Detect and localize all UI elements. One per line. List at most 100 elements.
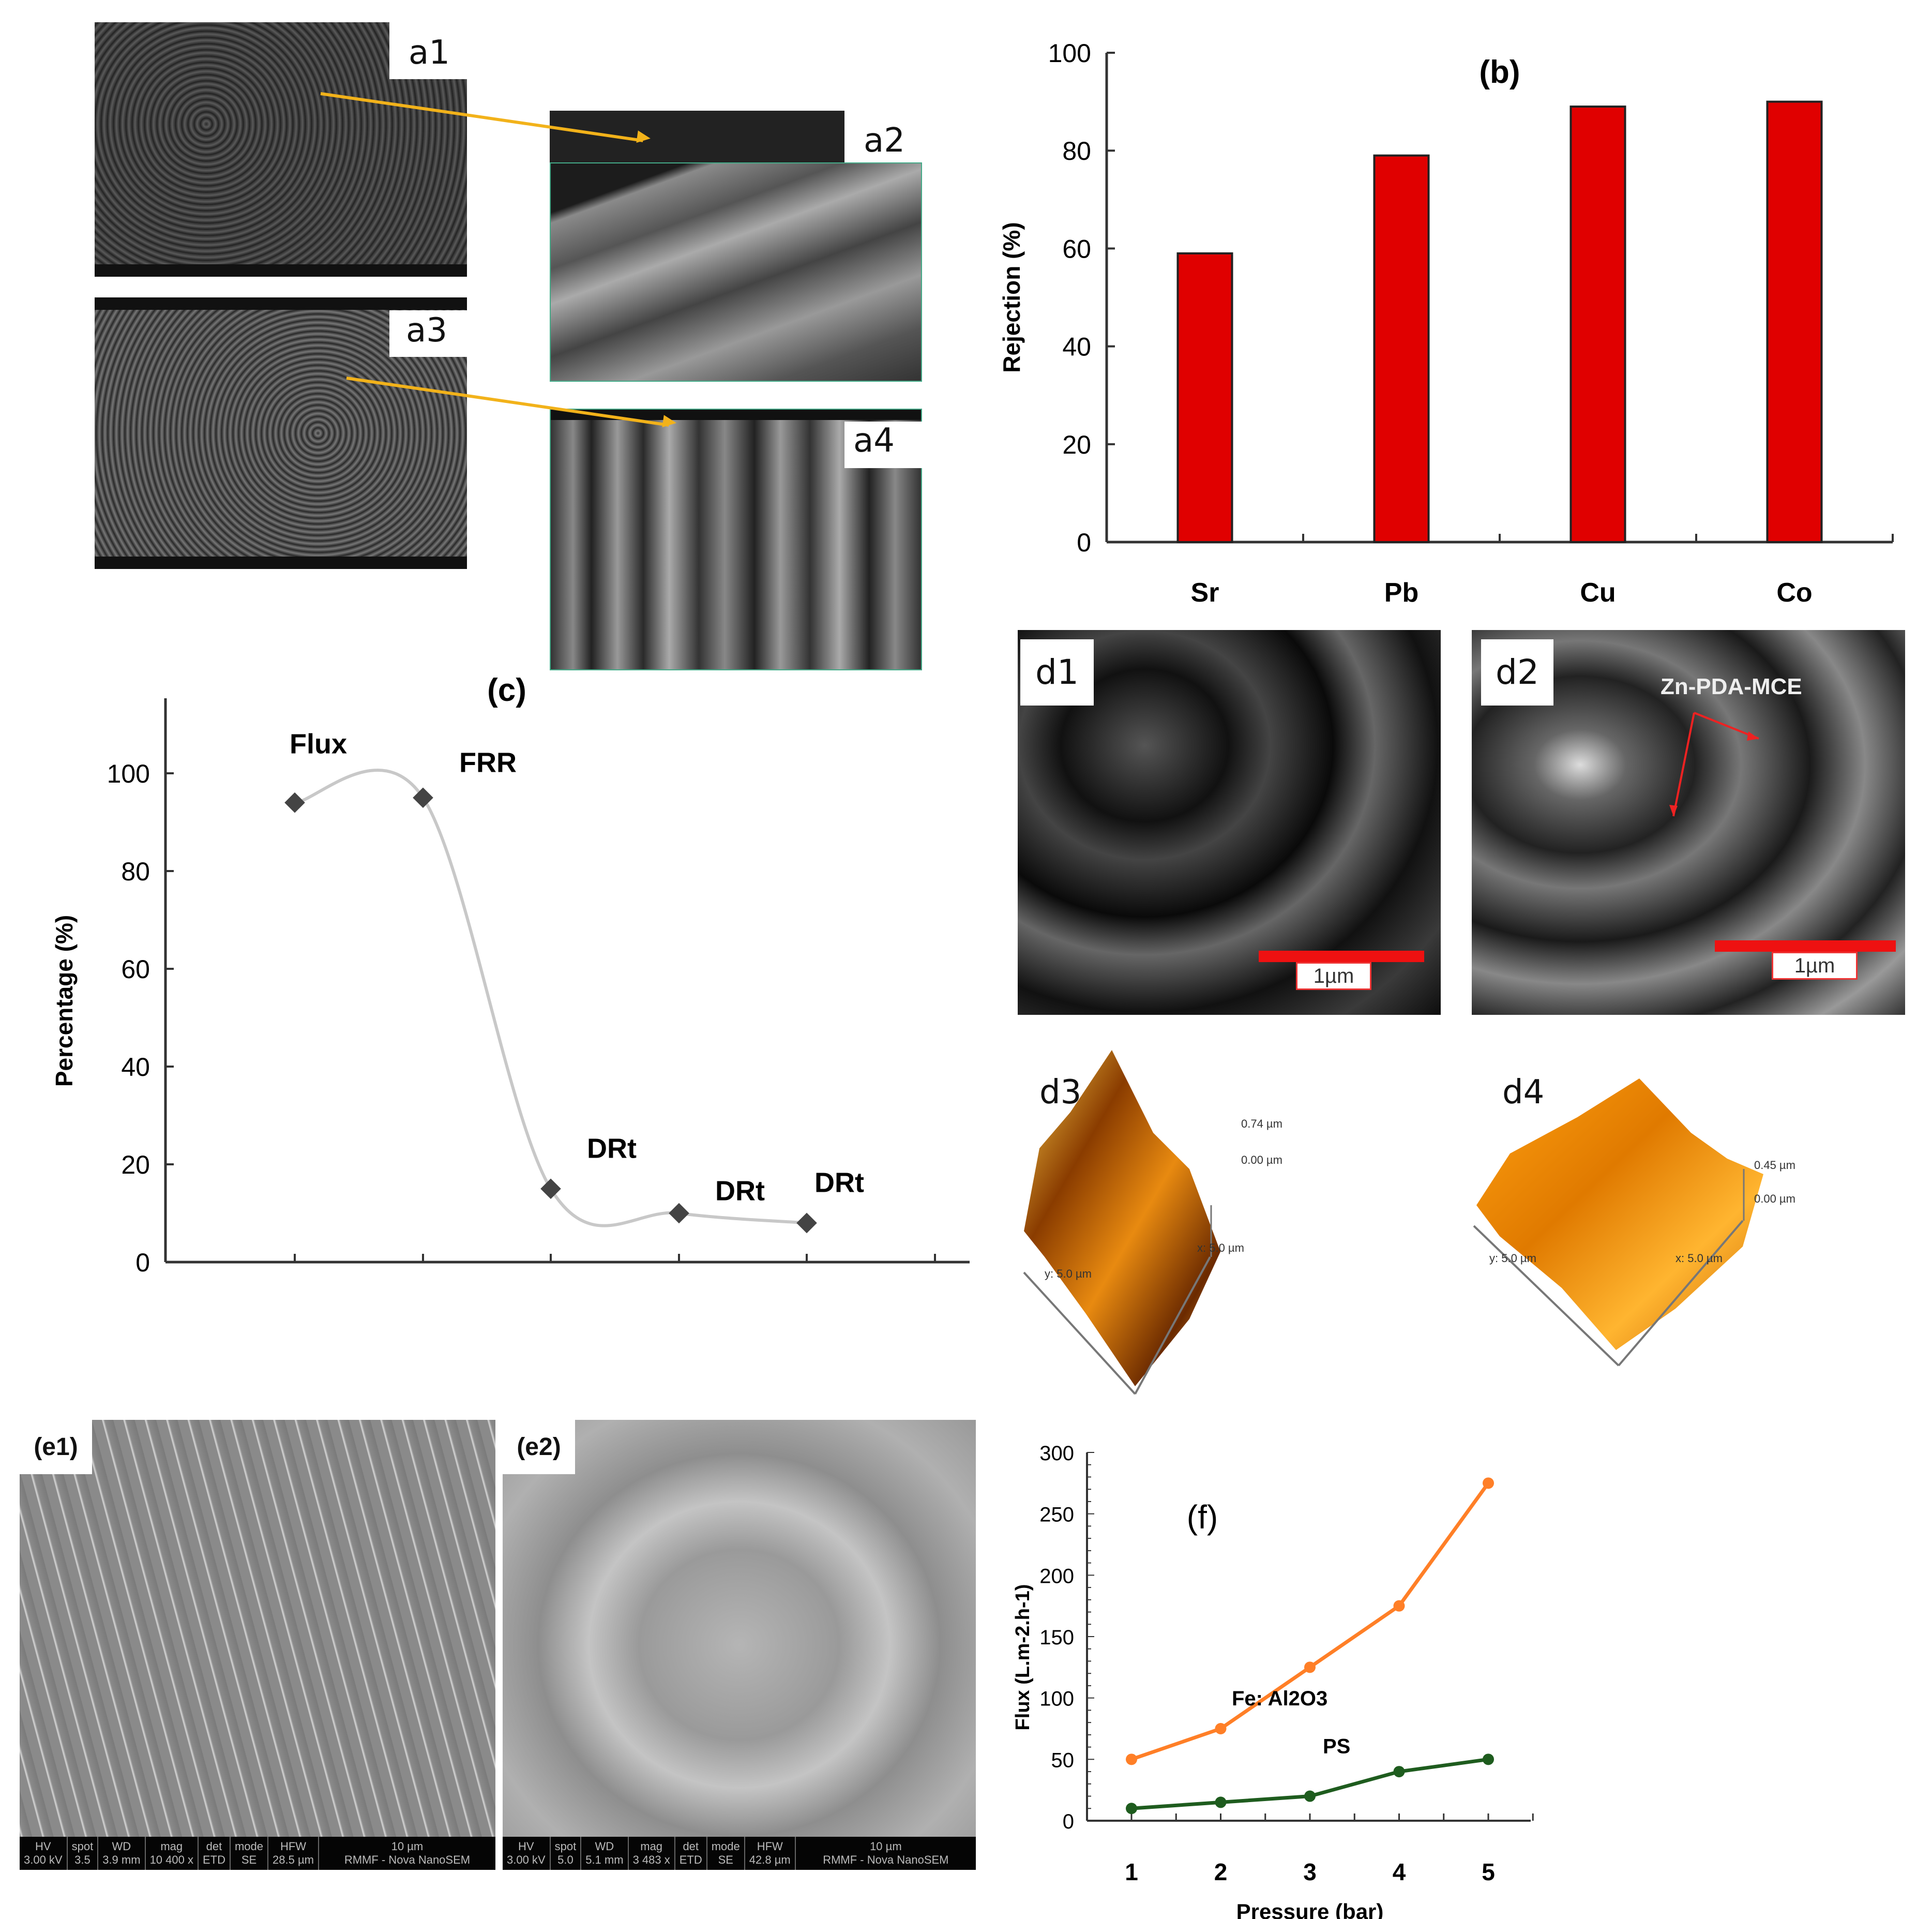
chart-f-flux-pressure: 0 50 100 150 200 250 300 1 2 3 4 5 Fe: Al2O3 PS (f) Flu… — [1012, 1442, 1534, 1919]
chart-b-rejection: 0 20 40 60 80 100 Sr Pb Cu Co (b) Rejection (%) — [998, 39, 1894, 608]
svg-text:3: 3 — [1303, 1858, 1317, 1885]
info-cell: HFW 28.5 µm — [268, 1837, 319, 1870]
info-cell: spot 5.0 — [551, 1837, 582, 1870]
x-axis-label-d3: x: 5.0 µm — [1197, 1241, 1244, 1254]
svg-text:(c): (c) — [487, 672, 526, 708]
x-axis-label-d4: x: 5.0 µm — [1676, 1252, 1723, 1265]
info-cell: WD 3.9 mm — [98, 1837, 146, 1870]
svg-text:(b): (b) — [1479, 54, 1520, 90]
svg-text:20: 20 — [1062, 430, 1091, 459]
svg-text:40: 40 — [121, 1053, 150, 1082]
instrument-label: RMMF - Nova NanoSEM — [344, 1853, 471, 1866]
svg-text:150: 150 — [1039, 1626, 1074, 1649]
info-cell: spot 3.5 — [68, 1837, 99, 1870]
svg-text:Cu: Cu — [1580, 578, 1616, 608]
svg-text:1: 1 — [1125, 1858, 1138, 1885]
info-cell: mag 10 400 x — [146, 1837, 199, 1870]
scale-cell: 10 µm RMMF - Nova NanoSEM — [319, 1837, 495, 1870]
info-cell: mode SE — [707, 1837, 745, 1870]
arrowhead-icon — [636, 130, 652, 145]
panel-label-a4: a4 — [853, 422, 895, 460]
svg-text:100: 100 — [1039, 1688, 1074, 1711]
svg-text:0: 0 — [135, 1248, 150, 1277]
y-axis-label-d4: y: 5.0 µm — [1489, 1252, 1536, 1265]
svg-text:200: 200 — [1039, 1565, 1074, 1587]
svg-text:Pb: Pb — [1384, 578, 1418, 608]
svg-text:DRt: DRt — [814, 1167, 864, 1198]
svg-text:0: 0 — [1077, 528, 1091, 557]
z-max-label-d4: 0.45 µm — [1754, 1159, 1795, 1172]
sem-info-bar — [95, 264, 467, 277]
panel-label-e2: (e2) — [503, 1420, 575, 1474]
svg-text:60: 60 — [1062, 234, 1091, 263]
panel-label-a3: a3 — [406, 311, 447, 350]
svg-text:Flux: Flux — [290, 729, 347, 760]
arrowhead-icon — [662, 415, 677, 429]
svg-text:Rejection (%): Rejection (%) — [998, 222, 1025, 372]
info-cell: HV 3.00 kV — [20, 1837, 68, 1870]
panel-label-a1: a1 — [409, 34, 450, 72]
svg-text:Flux (L.m-2.h-1): Flux (L.m-2.h-1) — [1012, 1584, 1034, 1731]
panel-label-d3: d3 — [1039, 1073, 1082, 1112]
svg-text:0: 0 — [1063, 1810, 1074, 1833]
scale-label: 10 µm — [391, 1840, 424, 1853]
svg-text:100: 100 — [1048, 39, 1091, 68]
info-cell: mode SE — [231, 1837, 269, 1870]
panel-label-a2: a2 — [864, 122, 905, 160]
sem-image-e1: (e1) HV 3.00 kV spot 3.5 WD 3.9 mm mag 10 40… — [20, 1420, 495, 1870]
afm-surface-d3 — [1023, 1050, 1220, 1395]
panel-label-d4: d4 — [1502, 1073, 1545, 1112]
panel-label-e1: (e1) — [20, 1420, 92, 1474]
panel-label-d1: d1 — [1020, 639, 1094, 706]
scale-cell: 10 µm RMMF - Nova NanoSEM — [796, 1837, 976, 1870]
sem-image-d1: d1 1µm — [1018, 630, 1441, 1015]
svg-text:DRt: DRt — [715, 1176, 765, 1207]
info-cell: det ETD — [199, 1837, 231, 1870]
svg-text:250: 250 — [1039, 1504, 1074, 1526]
info-cell: mag 3 483 x — [629, 1837, 675, 1870]
sem-info-bar-e2: HV 3.00 kV spot 5.0 WD 5.1 mm mag 3 483 x de… — [503, 1837, 976, 1870]
afm-surface-d4 — [1473, 1078, 1763, 1367]
scale-label: 1µm — [1296, 962, 1371, 990]
svg-text:80: 80 — [1062, 137, 1091, 166]
svg-text:300: 300 — [1039, 1442, 1074, 1465]
y-axis-label-d3: y: 5.0 µm — [1045, 1267, 1092, 1280]
svg-text:DRt: DRt — [587, 1133, 637, 1164]
svg-text:5: 5 — [1482, 1858, 1495, 1885]
svg-text:2: 2 — [1214, 1858, 1228, 1885]
info-cell: WD 5.1 mm — [581, 1837, 629, 1870]
sem-info-bar — [95, 557, 467, 569]
svg-text:Pressure (bar): Pressure (bar) — [1236, 1899, 1384, 1919]
svg-text:20: 20 — [121, 1150, 150, 1179]
annotation-arrows — [1669, 712, 1759, 817]
sem-info-bar-e1: HV 3.00 kV spot 3.5 WD 3.9 mm mag 10 400 x d… — [20, 1837, 495, 1870]
info-cell: HFW 42.8 µm — [745, 1837, 796, 1870]
svg-text:Sr: Sr — [1191, 578, 1219, 608]
info-cell: det ETD — [675, 1837, 707, 1870]
svg-text:4: 4 — [1393, 1858, 1406, 1885]
chart-c-percentage: 0 20 40 60 80 100 Flux FRR DRt DRt DRt (c) Percentag… — [51, 672, 970, 1277]
svg-text:Co: Co — [1776, 578, 1812, 608]
svg-text:40: 40 — [1062, 333, 1091, 362]
svg-text:PS: PS — [1323, 1735, 1350, 1758]
instrument-label: RMMF - Nova NanoSEM — [823, 1853, 949, 1866]
z-min-label-d4: 0.00 µm — [1754, 1192, 1795, 1205]
sem-image-d2: d2 Zn-PDA-MCE 1µm — [1472, 630, 1905, 1015]
scale-label: 1µm — [1772, 952, 1858, 980]
svg-text:Fe: Al2O3: Fe: Al2O3 — [1232, 1687, 1327, 1710]
svg-text:80: 80 — [121, 857, 150, 886]
info-cell: HV 3.00 kV — [503, 1837, 551, 1870]
svg-text:Percentage (%): Percentage (%) — [51, 915, 78, 1087]
svg-text:FRR: FRR — [459, 747, 517, 778]
sem-info-bar — [95, 297, 467, 310]
scale-bar — [1715, 940, 1896, 952]
annotation-zn-pda-mce: Zn-PDA-MCE — [1661, 674, 1802, 699]
svg-text:100: 100 — [107, 759, 150, 788]
scale-label: 10 µm — [870, 1840, 902, 1853]
sem-top-band — [550, 111, 844, 162]
svg-text:50: 50 — [1051, 1749, 1075, 1772]
scale-bar — [1259, 951, 1424, 962]
panel-label-d2: d2 — [1481, 639, 1553, 706]
sem-info-bar — [551, 410, 921, 420]
sem-image-e2: (e2) HV 3.00 kV spot 5.0 WD 5.1 mm mag 3 483… — [503, 1420, 976, 1870]
